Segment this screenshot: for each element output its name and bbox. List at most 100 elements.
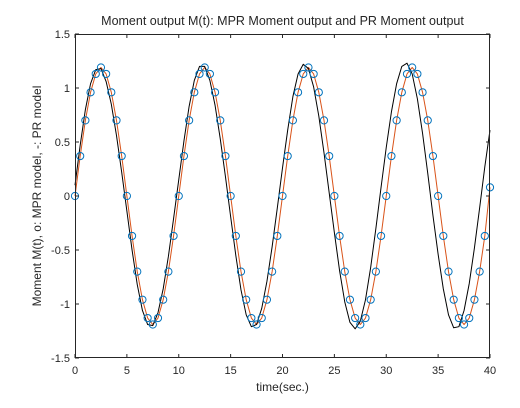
data-point-marker bbox=[273, 231, 282, 241]
data-point-marker bbox=[174, 191, 183, 201]
x-tick-label: 30 bbox=[380, 365, 392, 377]
series-mpr-markers bbox=[70, 63, 495, 329]
series-mpr-line bbox=[74, 66, 491, 326]
x-tick-label: 5 bbox=[124, 365, 130, 377]
data-point-marker bbox=[449, 295, 458, 304]
data-point-marker bbox=[257, 313, 266, 323]
data-point-marker bbox=[408, 63, 417, 72]
data-point-marker bbox=[96, 63, 106, 72]
y-axis-title: Moment M(t), o: MPR model, -: PR model bbox=[30, 86, 44, 307]
data-point-marker bbox=[226, 191, 235, 201]
data-point-marker bbox=[387, 151, 396, 161]
data-point-marker bbox=[76, 151, 85, 161]
data-point-marker bbox=[454, 313, 463, 323]
data-point-marker bbox=[268, 267, 277, 276]
data-point-marker bbox=[278, 191, 287, 201]
data-point-marker bbox=[252, 320, 261, 329]
data-point-marker bbox=[392, 116, 401, 125]
x-tick-label: 0 bbox=[72, 365, 78, 377]
data-point-marker bbox=[345, 295, 355, 304]
data-point-marker bbox=[205, 69, 214, 79]
x-tick-label: 40 bbox=[484, 365, 496, 377]
data-point-marker bbox=[356, 320, 365, 329]
x-tick-label: 15 bbox=[225, 365, 237, 377]
data-point-marker bbox=[179, 151, 189, 161]
data-point-marker bbox=[288, 116, 297, 125]
series-pr-line bbox=[74, 62, 491, 330]
data-point-marker bbox=[293, 88, 303, 97]
data-point-marker bbox=[402, 69, 412, 79]
data-point-marker bbox=[185, 116, 194, 125]
y-tick-label: -1.5 bbox=[51, 353, 70, 365]
data-point-marker bbox=[351, 313, 360, 323]
data-point-marker bbox=[122, 191, 131, 201]
data-point-marker bbox=[309, 69, 318, 79]
x-tick-label: 25 bbox=[328, 365, 340, 377]
data-point-marker bbox=[480, 231, 489, 241]
data-point-marker bbox=[304, 63, 313, 72]
data-point-marker bbox=[475, 267, 484, 276]
data-point-marker bbox=[376, 231, 386, 241]
data-point-marker bbox=[314, 88, 323, 97]
data-point-marker bbox=[138, 295, 147, 304]
data-point-marker bbox=[361, 313, 370, 323]
data-point-marker bbox=[439, 231, 448, 241]
data-point-marker bbox=[210, 88, 220, 97]
data-point-marker bbox=[283, 151, 292, 161]
data-point-marker bbox=[434, 191, 443, 201]
data-point-marker bbox=[247, 313, 256, 323]
y-tick-label: 0.5 bbox=[55, 137, 70, 149]
data-point-marker bbox=[397, 88, 406, 97]
data-point-marker bbox=[143, 313, 152, 323]
y-tick-label: 1.5 bbox=[55, 29, 70, 41]
data-point-marker bbox=[200, 63, 209, 72]
data-point-marker bbox=[418, 88, 427, 97]
x-tick-label: 20 bbox=[276, 365, 288, 377]
data-point-marker bbox=[236, 267, 246, 276]
x-axis-title: time(sec.) bbox=[256, 380, 309, 394]
data-point-marker bbox=[319, 116, 329, 125]
data-point-marker bbox=[221, 151, 230, 161]
data-point-marker bbox=[459, 320, 469, 329]
data-point-marker bbox=[127, 231, 137, 241]
data-point-marker bbox=[413, 69, 422, 79]
data-point-marker bbox=[465, 313, 474, 323]
data-point-marker bbox=[366, 295, 375, 304]
series-layer bbox=[70, 62, 495, 330]
data-point-marker bbox=[195, 69, 204, 79]
data-point-marker bbox=[216, 116, 225, 125]
y-tick-label: 0 bbox=[64, 191, 70, 203]
data-point-marker bbox=[102, 69, 111, 79]
data-point-marker bbox=[81, 116, 90, 125]
data-point-marker bbox=[325, 151, 334, 161]
data-point-marker bbox=[470, 295, 479, 304]
data-point-marker bbox=[112, 116, 121, 125]
data-point-marker bbox=[340, 267, 349, 276]
data-point-marker bbox=[153, 313, 163, 323]
data-point-marker bbox=[148, 320, 157, 329]
data-point-marker bbox=[231, 231, 240, 241]
data-point-marker bbox=[262, 295, 272, 304]
data-point-marker bbox=[159, 295, 168, 304]
data-point-marker bbox=[242, 295, 251, 304]
data-point-marker bbox=[371, 267, 380, 276]
data-point-marker bbox=[428, 151, 438, 161]
data-point-marker bbox=[382, 191, 391, 201]
y-tick-label: -0.5 bbox=[51, 245, 70, 257]
x-tick-label: 10 bbox=[173, 365, 185, 377]
chart-title: Moment output M(t): MPR Moment output an… bbox=[101, 14, 464, 28]
data-point-marker bbox=[86, 88, 95, 97]
data-point-marker bbox=[423, 116, 432, 125]
data-point-marker bbox=[133, 267, 142, 276]
x-tick-label: 35 bbox=[432, 365, 444, 377]
data-point-marker bbox=[444, 267, 453, 276]
y-tick-label: -1 bbox=[60, 299, 70, 311]
data-point-marker bbox=[117, 151, 126, 161]
data-point-marker bbox=[330, 191, 339, 201]
ticks-layer: 0 5 10 15 20 25 30 35 40 -1.5 -1 -0.5 0 0.5 1 1.5 bbox=[51, 29, 496, 377]
data-point-marker bbox=[164, 267, 173, 276]
data-point-marker bbox=[335, 231, 344, 241]
data-point-marker bbox=[190, 88, 199, 97]
